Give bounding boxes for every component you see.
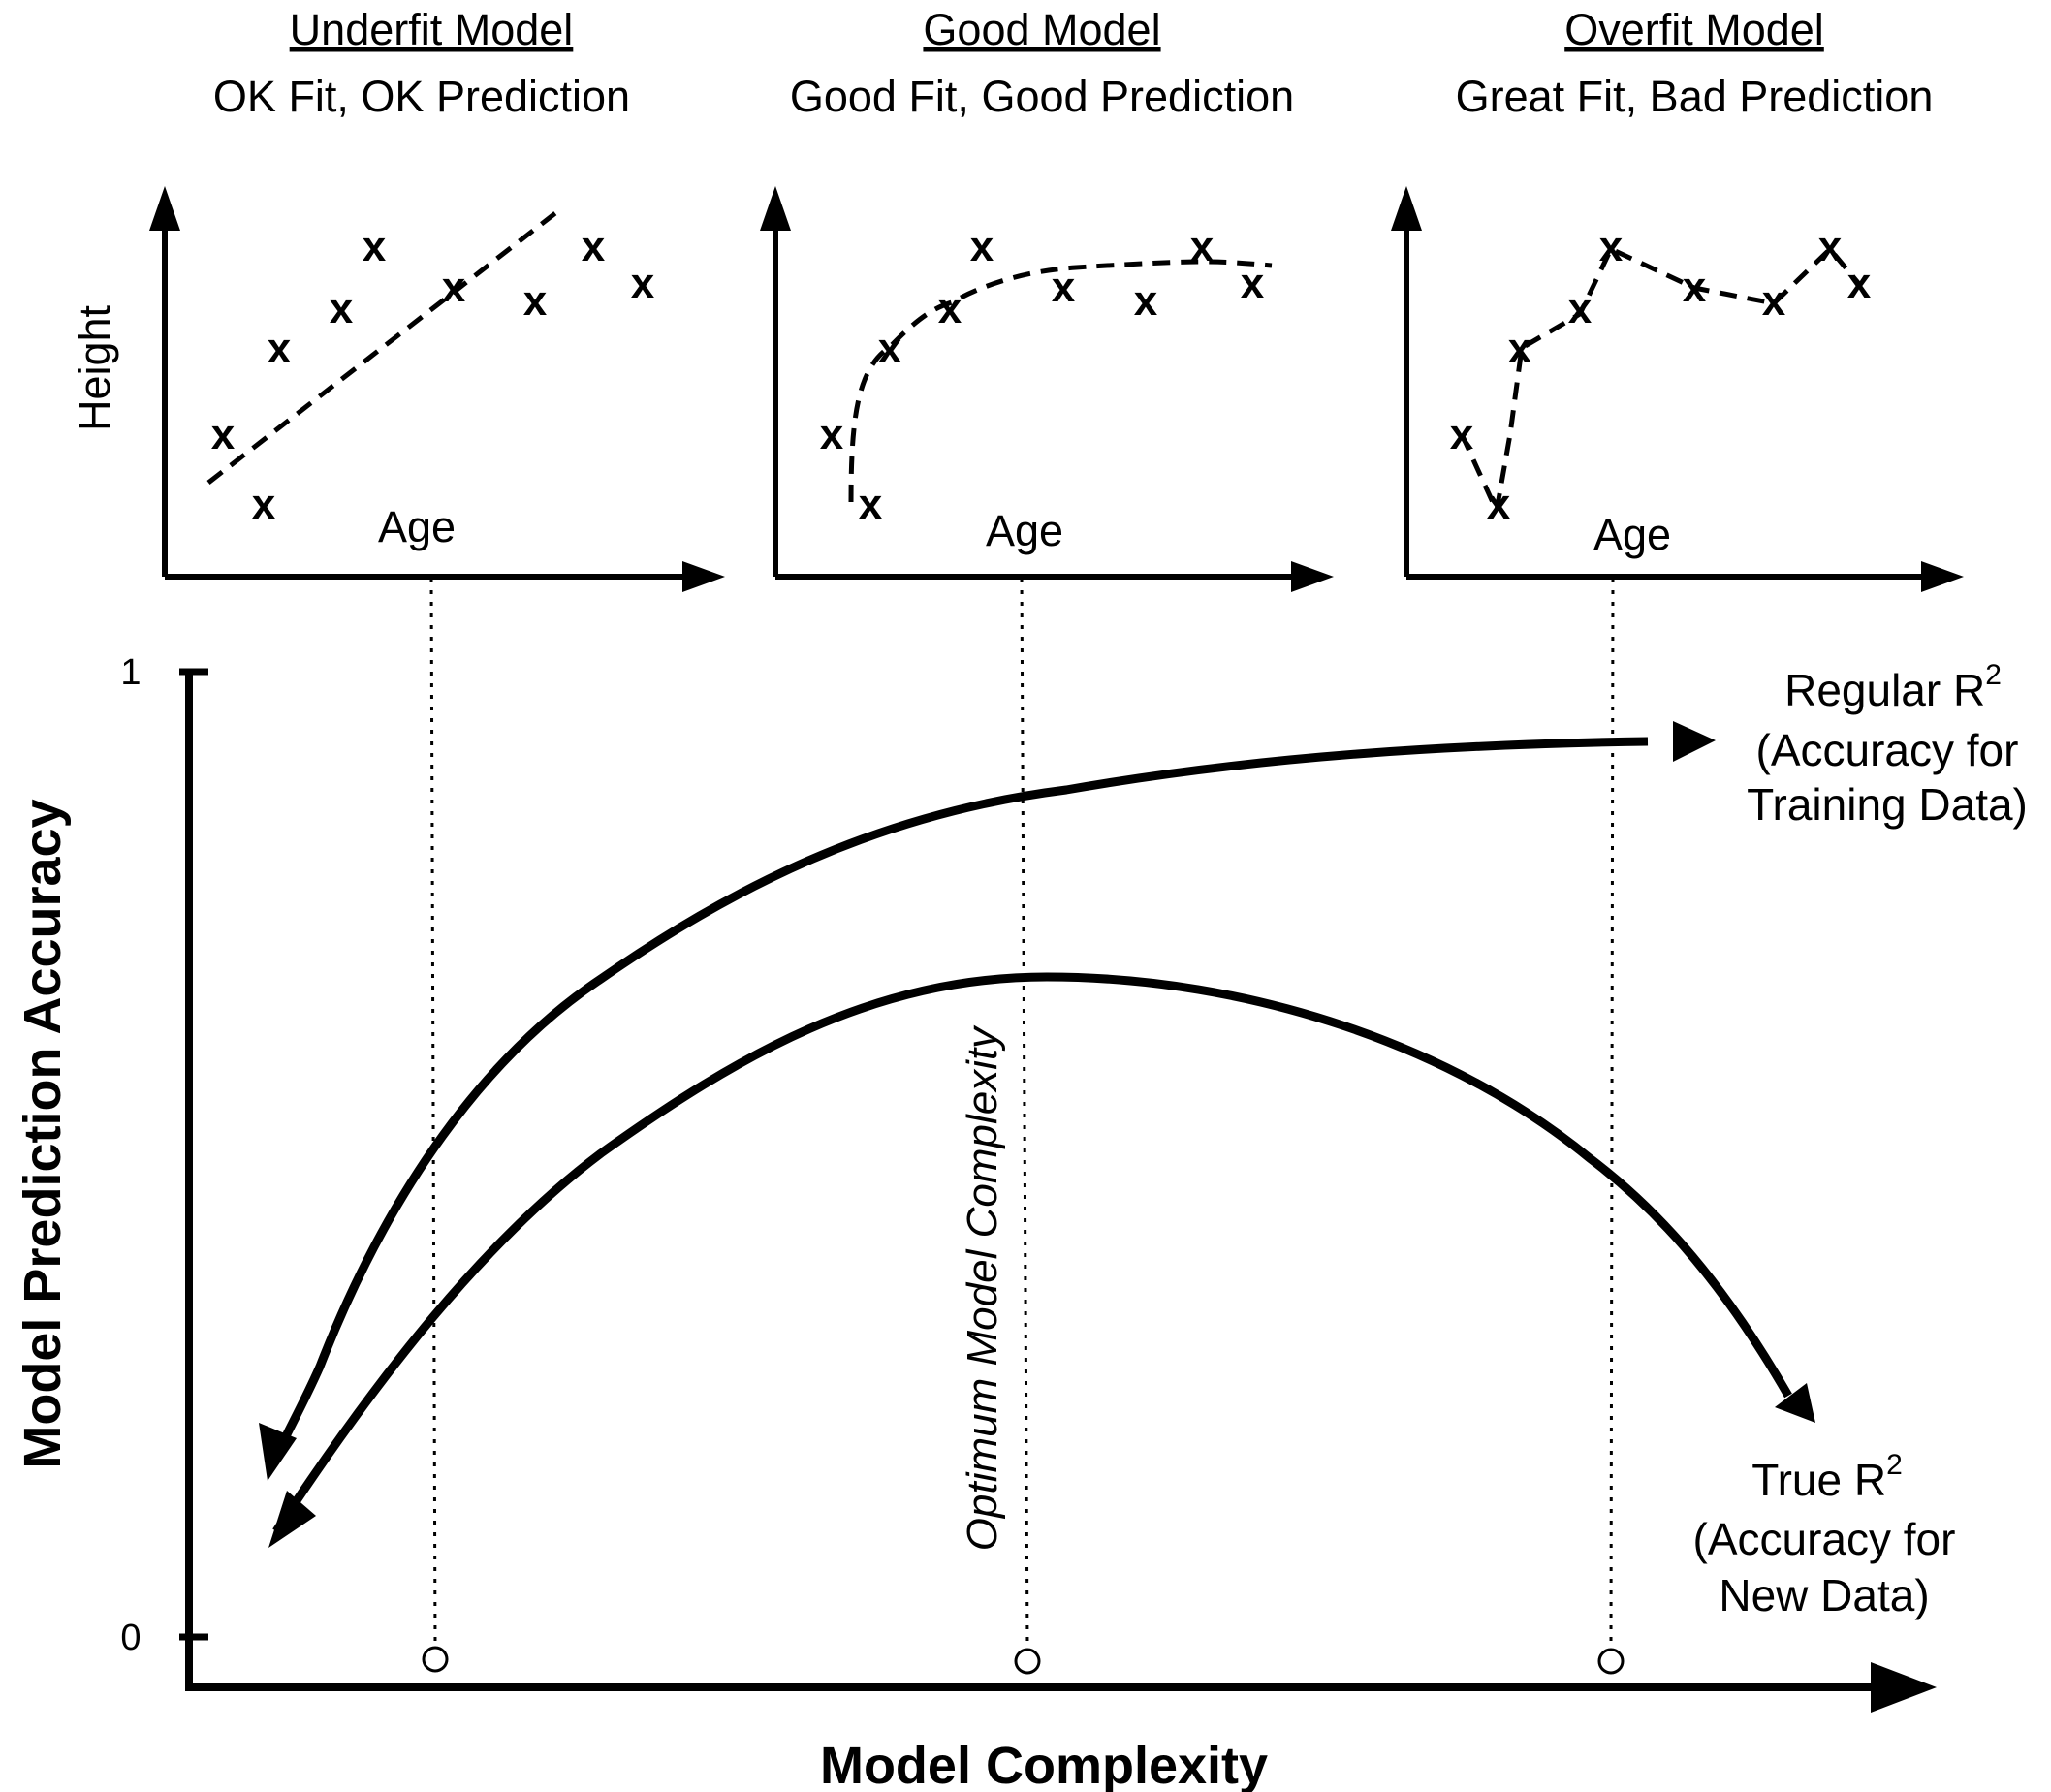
- data-point: x: [211, 411, 236, 458]
- panel-title: Underfit Model: [290, 5, 574, 54]
- data-point: x: [363, 223, 387, 270]
- data-point: x: [1599, 223, 1624, 270]
- data-point: x: [252, 481, 276, 528]
- optimum-complexity-label: Optimum Model Complexity: [959, 1024, 1006, 1551]
- complexity-markers: [422, 1646, 1625, 1675]
- connector-overfit: [1609, 578, 1615, 1649]
- data-point: x: [859, 481, 883, 528]
- data-point: x: [970, 223, 994, 270]
- y-axis-label: Height: [70, 304, 119, 431]
- data-point: x: [820, 411, 844, 458]
- true-r2-label: True R2 (Accuracy for New Data): [1693, 1449, 1956, 1620]
- regular-r2-arrow-start: [259, 1423, 297, 1481]
- true-r2-arrow-end: [1775, 1383, 1815, 1423]
- main-y-axis-label: Model Prediction Accuracy: [14, 799, 72, 1468]
- data-point: x: [938, 285, 962, 332]
- overfit-line: [1459, 246, 1861, 514]
- panel-title: Overfit Model: [1564, 5, 1824, 54]
- data-point: x: [1241, 260, 1265, 307]
- complexity-marker-underfit: [422, 1646, 449, 1673]
- tick-label-top: 1: [120, 652, 141, 693]
- true-r2-superscript: 2: [1886, 1449, 1903, 1481]
- panel-title: Good Model: [923, 5, 1160, 54]
- data-point: x: [1134, 277, 1158, 325]
- data-point: x: [1568, 285, 1593, 332]
- panel-overfit: Overfit Model Great Fit, Bad Prediction …: [1391, 5, 1964, 592]
- data-point: x: [1450, 411, 1474, 458]
- data-points: x x x x x x x x x: [1450, 223, 1872, 528]
- connector-good: [1020, 578, 1029, 1649]
- complexity-marker-optimum: [1014, 1648, 1041, 1675]
- data-point: x: [268, 325, 292, 372]
- data-points: x x x x x x x x x: [820, 223, 1265, 528]
- true-r2-arrow-start: [268, 1491, 316, 1548]
- data-points: x x x x x x x x x: [211, 223, 655, 528]
- x-axis-label: Age: [1593, 510, 1671, 559]
- regular-r2-label: Regular R2 (Accuracy for Training Data): [1747, 659, 2028, 830]
- panel-good: Good Model Good Fit, Good Prediction Age…: [760, 5, 1334, 592]
- panel-axes: [1391, 186, 1964, 592]
- data-point: x: [1762, 277, 1786, 325]
- data-point: x: [1683, 264, 1707, 311]
- data-point: x: [1847, 260, 1872, 307]
- true-r2-name: True R: [1751, 1455, 1886, 1505]
- true-r2-line3: New Data): [1719, 1570, 1929, 1620]
- main-x-axis-label: Model Complexity: [820, 1737, 1268, 1792]
- true-r2-line2: (Accuracy for: [1693, 1514, 1956, 1564]
- connector-underfit: [429, 578, 437, 1649]
- connector-lines: [429, 578, 1615, 1649]
- regular-r2-curve: [268, 737, 1649, 1465]
- regular-r2-title: Regular R2: [1784, 659, 2002, 715]
- true-r2-title: True R2: [1751, 1449, 1903, 1505]
- data-point: x: [1818, 223, 1843, 270]
- data-point: x: [330, 285, 354, 332]
- main-axes: [179, 668, 1937, 1713]
- data-point: x: [631, 260, 655, 307]
- true-r2-curve: [272, 972, 1792, 1534]
- x-axis-label: Age: [378, 502, 456, 551]
- regular-r2-arrow-end: [1673, 721, 1716, 762]
- panel-axes: [760, 186, 1334, 592]
- data-point: x: [1190, 223, 1215, 270]
- panel-subtitle: Great Fit, Bad Prediction: [1456, 72, 1934, 121]
- tick-label-bottom: 0: [120, 1618, 141, 1658]
- main-x-axis-arrow: [1871, 1662, 1937, 1713]
- data-point: x: [1508, 325, 1532, 372]
- data-point: x: [1487, 481, 1511, 528]
- x-axis-label: Age: [986, 506, 1063, 555]
- complexity-marker-overfit: [1597, 1648, 1625, 1675]
- panel-underfit: Underfit Model OK Fit, OK Prediction Hei…: [70, 5, 725, 592]
- data-point: x: [442, 264, 466, 311]
- panel-axes: [149, 186, 725, 592]
- linear-fit-line: [206, 211, 557, 485]
- panel-subtitle: OK Fit, OK Prediction: [213, 72, 630, 121]
- regular-r2-line3: Training Data): [1747, 779, 2028, 830]
- data-point: x: [878, 325, 902, 372]
- regular-r2-superscript: 2: [1985, 659, 2002, 691]
- data-point: x: [523, 277, 548, 325]
- data-point: x: [582, 223, 606, 270]
- regular-r2-name: Regular R: [1784, 665, 1985, 715]
- panel-subtitle: Good Fit, Good Prediction: [790, 72, 1294, 121]
- data-point: x: [1052, 264, 1076, 311]
- regular-r2-line2: (Accuracy for: [1756, 725, 2019, 775]
